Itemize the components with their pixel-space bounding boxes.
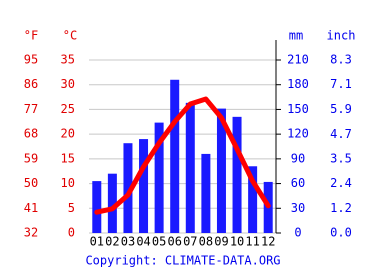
y2-tick-label: 90	[291, 151, 305, 165]
y2-tick-label: 0	[294, 226, 301, 240]
copyright: Copyright: CLIMATE-DATA.ORG	[85, 254, 280, 268]
bar	[216, 108, 226, 233]
x-tick-label: 08	[199, 235, 213, 249]
y2-tick-label: 30	[291, 201, 305, 215]
y-tick-label: 15	[61, 151, 75, 165]
x-tick-label: 10	[230, 235, 244, 249]
x-tick-label: 09	[214, 235, 228, 249]
bar	[185, 102, 195, 233]
fahrenheit-axis-label: °F	[24, 29, 38, 43]
bar	[170, 79, 180, 234]
x-tick-label: 04	[136, 235, 150, 249]
bar	[232, 116, 242, 233]
inch-tick-label: 1.2	[330, 201, 352, 215]
mm-axis-label: mm	[289, 29, 303, 43]
fahrenheit-tick-label: 86	[24, 77, 38, 91]
inch-tick-label: 8.3	[330, 53, 352, 67]
y-tick-label: 5	[68, 201, 75, 215]
temperature-line	[94, 96, 271, 215]
y2-tick-label: 60	[291, 176, 305, 190]
inch-tick-label: 5.9	[330, 102, 352, 116]
bar	[248, 166, 258, 233]
x-tick-label: 11	[245, 235, 259, 249]
x-tick-label: 05	[152, 235, 166, 249]
fahrenheit-tick-label: 68	[24, 127, 38, 141]
y-tick-label: 35	[61, 53, 75, 67]
y-tick-label: 25	[61, 102, 75, 116]
bar	[123, 143, 133, 233]
y-tick-label: 20	[61, 127, 75, 141]
inch-tick-label: 3.5	[330, 151, 352, 165]
x-tick-label: 07	[183, 235, 197, 249]
x-tick-label: 03	[121, 235, 135, 249]
inch-axis-label: inch	[327, 29, 356, 43]
inch-tick-label: 0.0	[330, 226, 352, 240]
celsius-axis-label: °C	[63, 29, 77, 43]
bar	[201, 153, 211, 233]
y2-tick-label: 120	[287, 127, 309, 141]
bar	[107, 173, 117, 233]
x-tick-label: 12	[261, 235, 275, 249]
y-tick-label: 0	[68, 226, 75, 240]
fahrenheit-tick-label: 32	[24, 226, 38, 240]
x-tick-label: 01	[90, 235, 104, 249]
x-tick-label: 06	[167, 235, 181, 249]
fahrenheit-tick-label: 41	[24, 201, 38, 215]
bar	[154, 122, 164, 233]
x-tick-label: 02	[105, 235, 119, 249]
bar	[92, 181, 102, 233]
fahrenheit-tick-label: 50	[24, 176, 38, 190]
fahrenheit-tick-label: 95	[24, 53, 38, 67]
fahrenheit-tick-label: 77	[24, 102, 38, 116]
y2-tick-label: 210	[287, 53, 309, 67]
bar	[139, 139, 149, 233]
fahrenheit-tick-label: 59	[24, 151, 38, 165]
y2-tick-label: 180	[287, 77, 309, 91]
inch-tick-label: 4.7	[330, 127, 352, 141]
inch-tick-label: 7.1	[330, 77, 352, 91]
y2-tick-label: 150	[287, 102, 309, 116]
y-tick-label: 10	[61, 176, 75, 190]
inch-tick-label: 2.4	[330, 176, 352, 190]
y-tick-label: 30	[61, 77, 75, 91]
